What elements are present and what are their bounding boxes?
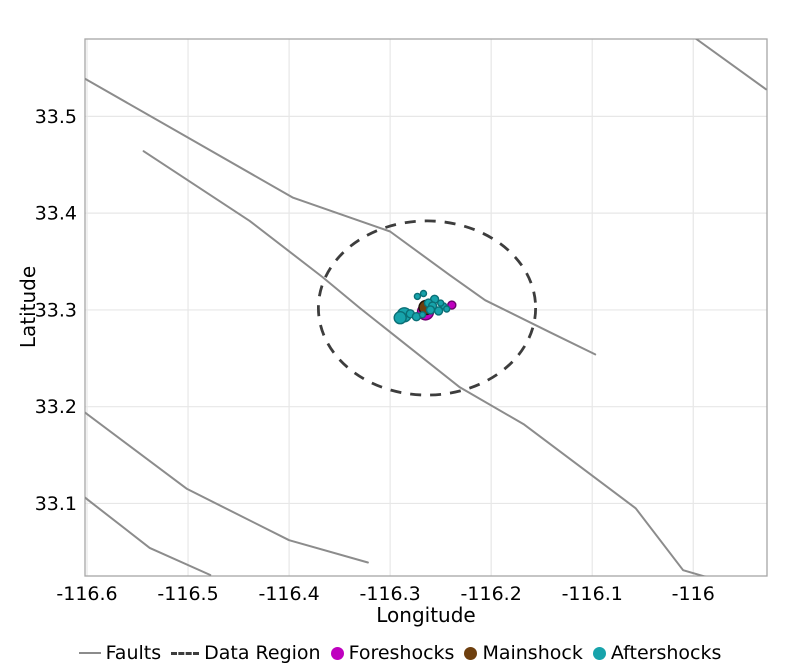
y-tick-label: 33.4	[35, 203, 77, 225]
legend-label-aftershocks: Aftershocks	[610, 642, 722, 664]
data-region-circle	[316, 219, 538, 397]
legend-label-data-region: Data Region	[204, 642, 321, 664]
legend-label-mainshock: Mainshock	[482, 642, 583, 664]
aftershocks-point	[418, 311, 427, 319]
aftershocks-point	[419, 289, 428, 298]
faults-line-swatch	[78, 652, 101, 654]
fault-line	[85, 496, 212, 576]
legend-item-mainshock: Mainshock	[464, 642, 583, 664]
plot-border	[84, 38, 768, 577]
y-tick-label: 33.5	[35, 106, 77, 128]
y-tick-label: 33.2	[35, 396, 77, 418]
aftershocks-point	[437, 299, 445, 307]
aftershocks-point	[393, 311, 407, 325]
legend-item-data-region: Data Region	[171, 642, 321, 664]
x-tick-label: -116.6	[56, 583, 117, 605]
series-aftershocks	[393, 289, 451, 325]
aftershocks-dot-swatch	[592, 646, 606, 660]
fault-line	[695, 39, 767, 91]
x-tick-label: -116.5	[157, 583, 218, 605]
aftershocks-point	[425, 305, 436, 315]
x-tick-label: -116.4	[258, 583, 319, 605]
y-axis-title: Latitude	[16, 265, 40, 349]
legend-item-faults: Faults	[78, 642, 162, 664]
legend-label-foreshocks: Foreshocks	[348, 642, 455, 664]
aftershocks-point	[443, 305, 451, 313]
x-tick-label: -116.2	[461, 583, 522, 605]
x-tick-label: -116.3	[360, 583, 421, 605]
legend-item-aftershocks: Aftershocks	[592, 642, 722, 664]
y-tick-label: 33.3	[35, 299, 77, 321]
data-region-dash-swatch	[171, 651, 200, 655]
fault-line	[142, 150, 707, 576]
x-tick-label: -116.1	[562, 583, 623, 605]
x-axis-title: Longitude	[376, 603, 476, 627]
legend-label-faults: Faults	[105, 642, 162, 664]
x-tick-label: -116	[672, 583, 715, 605]
mainshock-dot-swatch	[464, 646, 478, 660]
fault-line	[85, 77, 597, 356]
aftershocks-point	[413, 292, 422, 301]
legend-item-foreshocks: Foreshocks	[330, 642, 455, 664]
fault-line	[85, 411, 369, 564]
foreshocks-dot-swatch	[330, 646, 344, 660]
y-tick-label: 33.1	[35, 493, 77, 515]
legend: Faults Data Region Foreshocks Mainshock …	[0, 638, 800, 668]
